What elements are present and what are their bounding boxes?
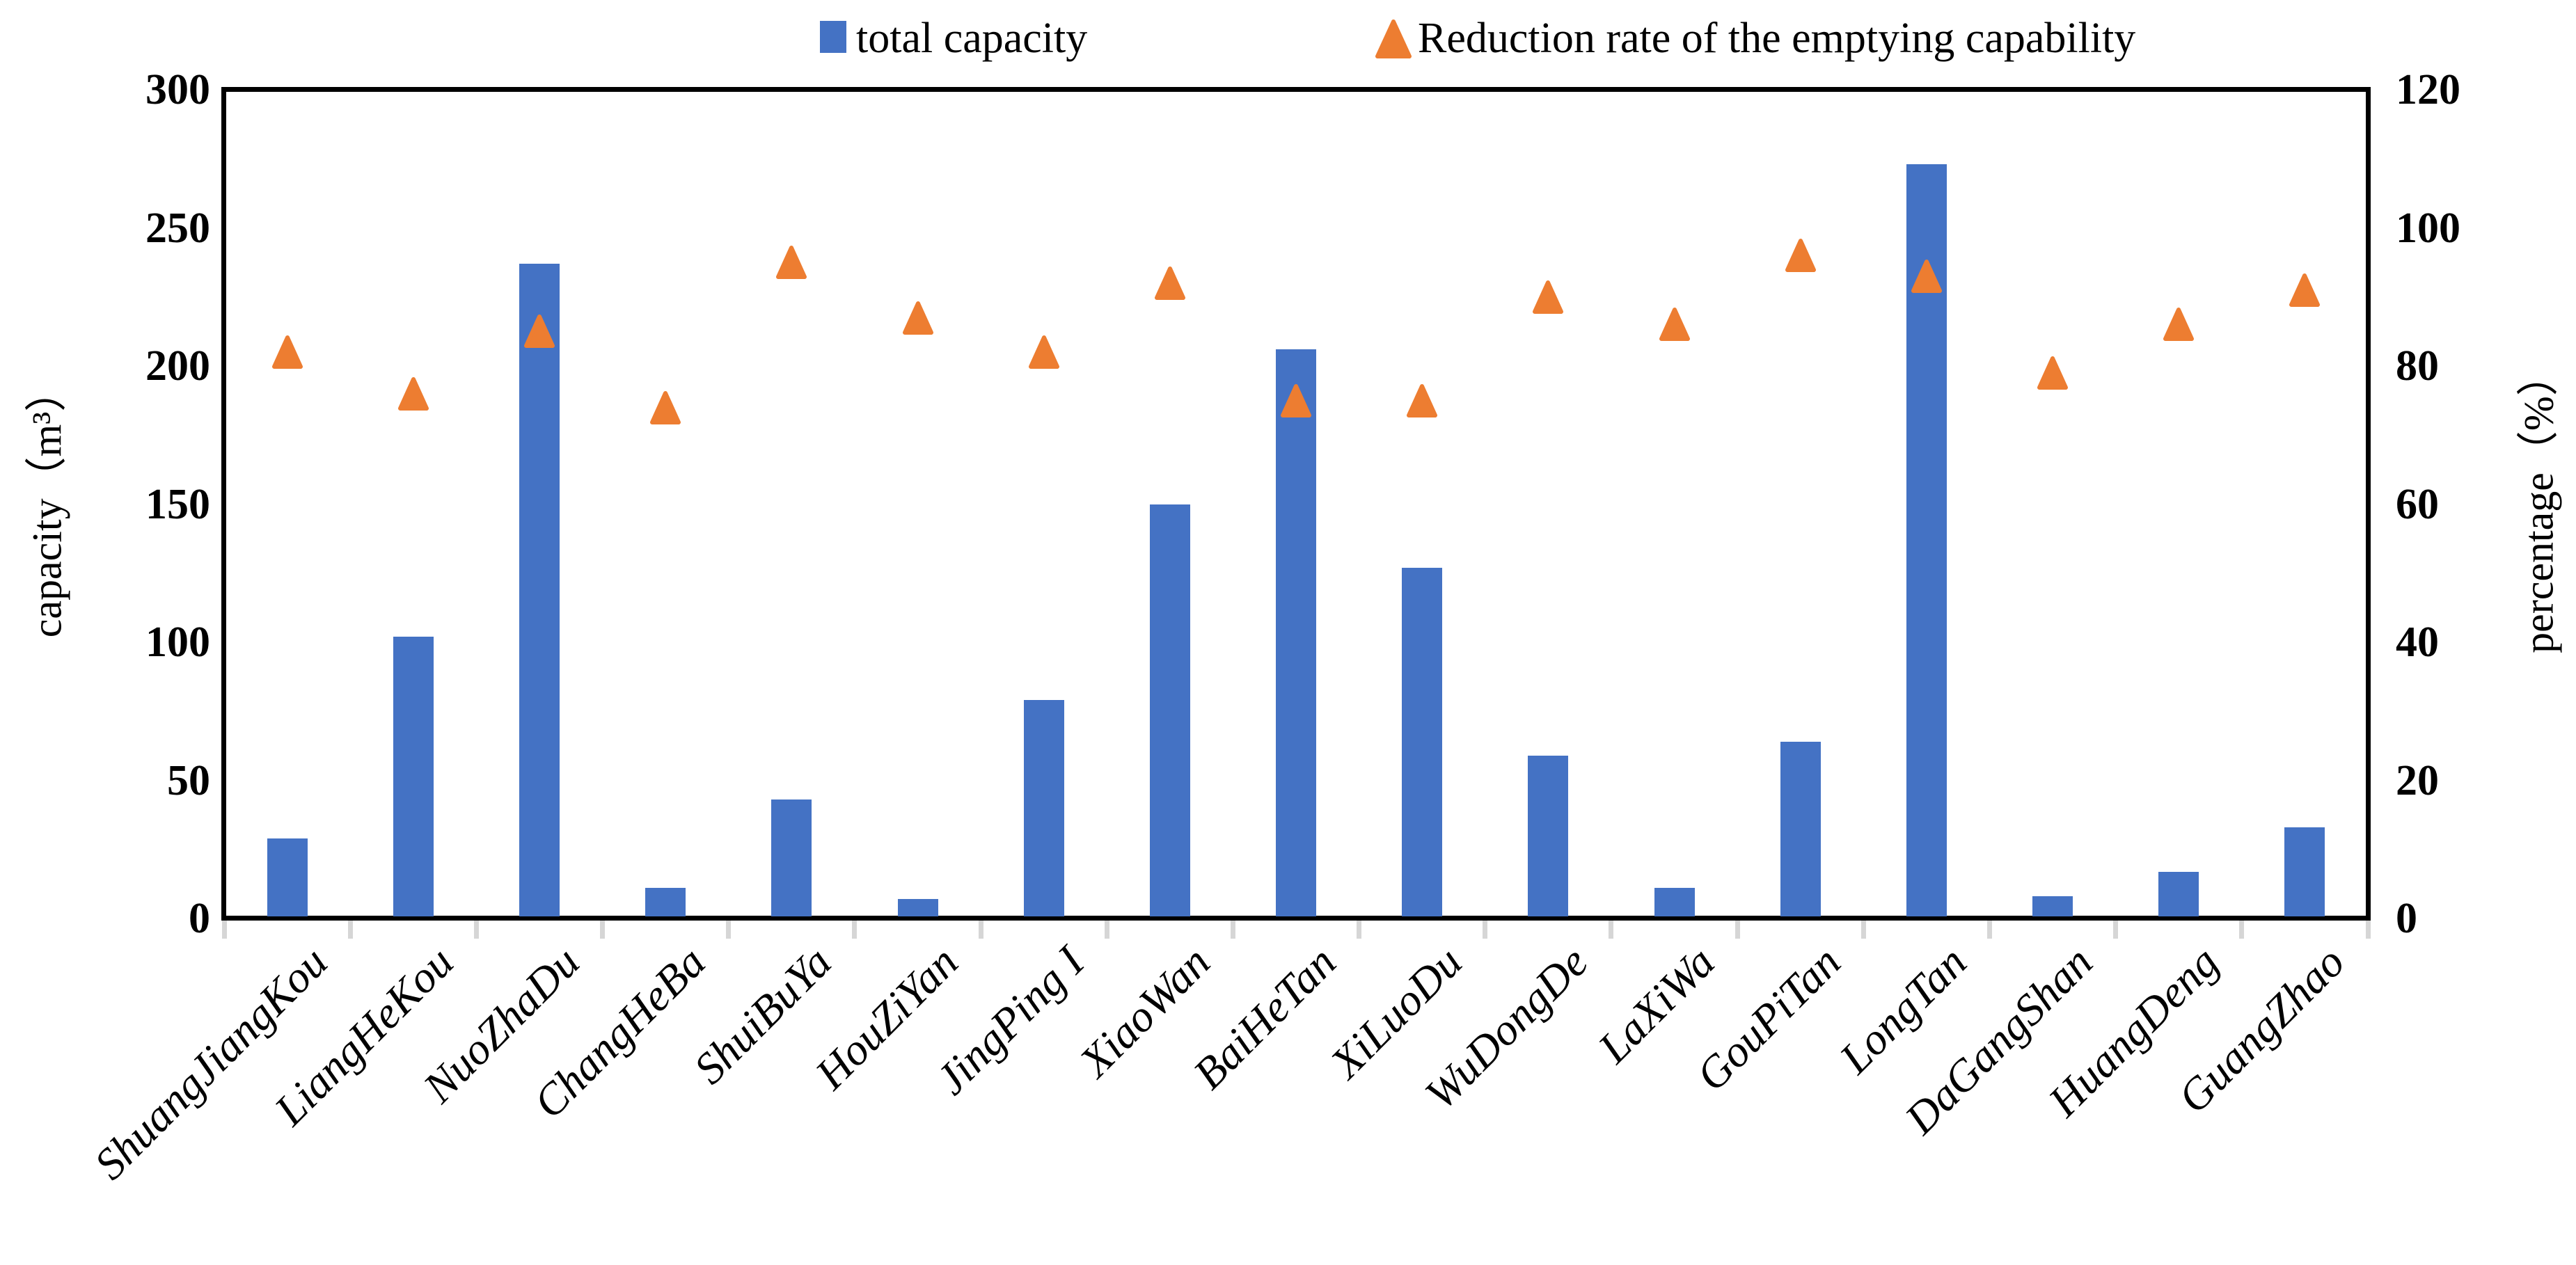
x-tick-mark [600, 921, 605, 939]
left-tick-50: 50 [167, 756, 210, 804]
x-tick-mark [1609, 921, 1614, 939]
bar-LiangHeKou [393, 637, 434, 916]
legend-label: Reduction rate of the emptying capabilit… [1418, 15, 2136, 62]
marker-LiangHeKou [397, 376, 429, 415]
marker-LaXiWa [1659, 307, 1691, 345]
bar-JingPing I [1023, 700, 1064, 916]
bar-WuDongDe [1528, 755, 1569, 916]
marker-ChangHeBa [649, 390, 681, 429]
marker-ShuiBuYa [775, 245, 807, 283]
x-tick-mark [1860, 921, 1866, 939]
bar-NuoZhaDu [519, 264, 560, 916]
bar-ShuiBuYa [771, 799, 812, 916]
x-label-ShuangJiangKou: ShuangJiangKou [84, 937, 337, 1189]
marker-JingPing I [1028, 335, 1060, 373]
bar-GuangZhao [2284, 827, 2325, 916]
marker-NuoZhaDu [523, 314, 555, 352]
x-tick-mark [347, 921, 353, 939]
x-tick-mark [1483, 921, 1488, 939]
x-tick-mark [1357, 921, 1362, 939]
x-tick-mark [2113, 921, 2119, 939]
triangle-series-swatch [1375, 18, 1412, 63]
marker-ShuangJiangKou [271, 335, 303, 373]
bar-series-swatch [820, 21, 846, 53]
x-tick-mark [852, 921, 858, 939]
bar-XiLuoDu [1402, 567, 1443, 916]
bar-LaXiWa [1654, 888, 1695, 916]
left-tick-200: 200 [145, 342, 210, 390]
x-tick-mark [473, 921, 479, 939]
marker-HouZiYan [902, 301, 934, 339]
legend-item-total-capacity: total capacity [820, 15, 1087, 61]
bar-HouZiYan [897, 899, 938, 916]
x-tick-mark [2365, 921, 2371, 939]
x-tick-mark [1735, 921, 1740, 939]
x-tick-mark [2239, 921, 2245, 939]
marker-GouPiTan [1785, 238, 1817, 276]
left-tick-300: 300 [145, 66, 210, 113]
x-tick-mark [1104, 921, 1109, 939]
marker-WuDongDe [1532, 280, 1564, 318]
marker-XiLuoDu [1406, 383, 1438, 422]
right-tick-100: 100 [2396, 204, 2460, 252]
bar-GouPiTan [1780, 741, 1821, 916]
right-tick-80: 80 [2396, 342, 2439, 390]
bar-ShuangJiangKou [267, 838, 308, 916]
right-tick-40: 40 [2396, 619, 2439, 666]
bar-BaiHeTan [1276, 349, 1316, 916]
bar-ChangHeBa [645, 888, 686, 916]
bar-HuangDeng [2158, 871, 2199, 916]
right-tick-0: 0 [2396, 895, 2417, 942]
left-tick-0: 0 [189, 895, 210, 942]
x-tick-mark [726, 921, 732, 939]
marker-DaGangShan [2037, 356, 2069, 394]
legend-label: total capacity [856, 15, 1088, 62]
right-tick-60: 60 [2396, 480, 2439, 528]
marker-LongTan [1911, 259, 1943, 297]
right-tick-20: 20 [2396, 756, 2439, 804]
x-tick-mark [1987, 921, 1992, 939]
left-tick-250: 250 [145, 204, 210, 252]
x-tick-mark [1230, 921, 1235, 939]
legend-item-reduction-rate: Reduction rate of the emptying capabilit… [1375, 15, 2135, 63]
x-tick-mark [221, 921, 227, 939]
marker-BaiHeTan [1280, 383, 1312, 422]
left-tick-150: 150 [145, 480, 210, 528]
marker-HuangDeng [2163, 307, 2195, 345]
x-tick-mark [978, 921, 983, 939]
marker-GuangZhao [2289, 273, 2321, 311]
right-tick-120: 120 [2396, 66, 2460, 113]
left-tick-100: 100 [145, 619, 210, 666]
bar-DaGangShan [2032, 896, 2073, 916]
marker-XiaoWan [1154, 266, 1186, 304]
bar-XiaoWan [1149, 504, 1190, 916]
